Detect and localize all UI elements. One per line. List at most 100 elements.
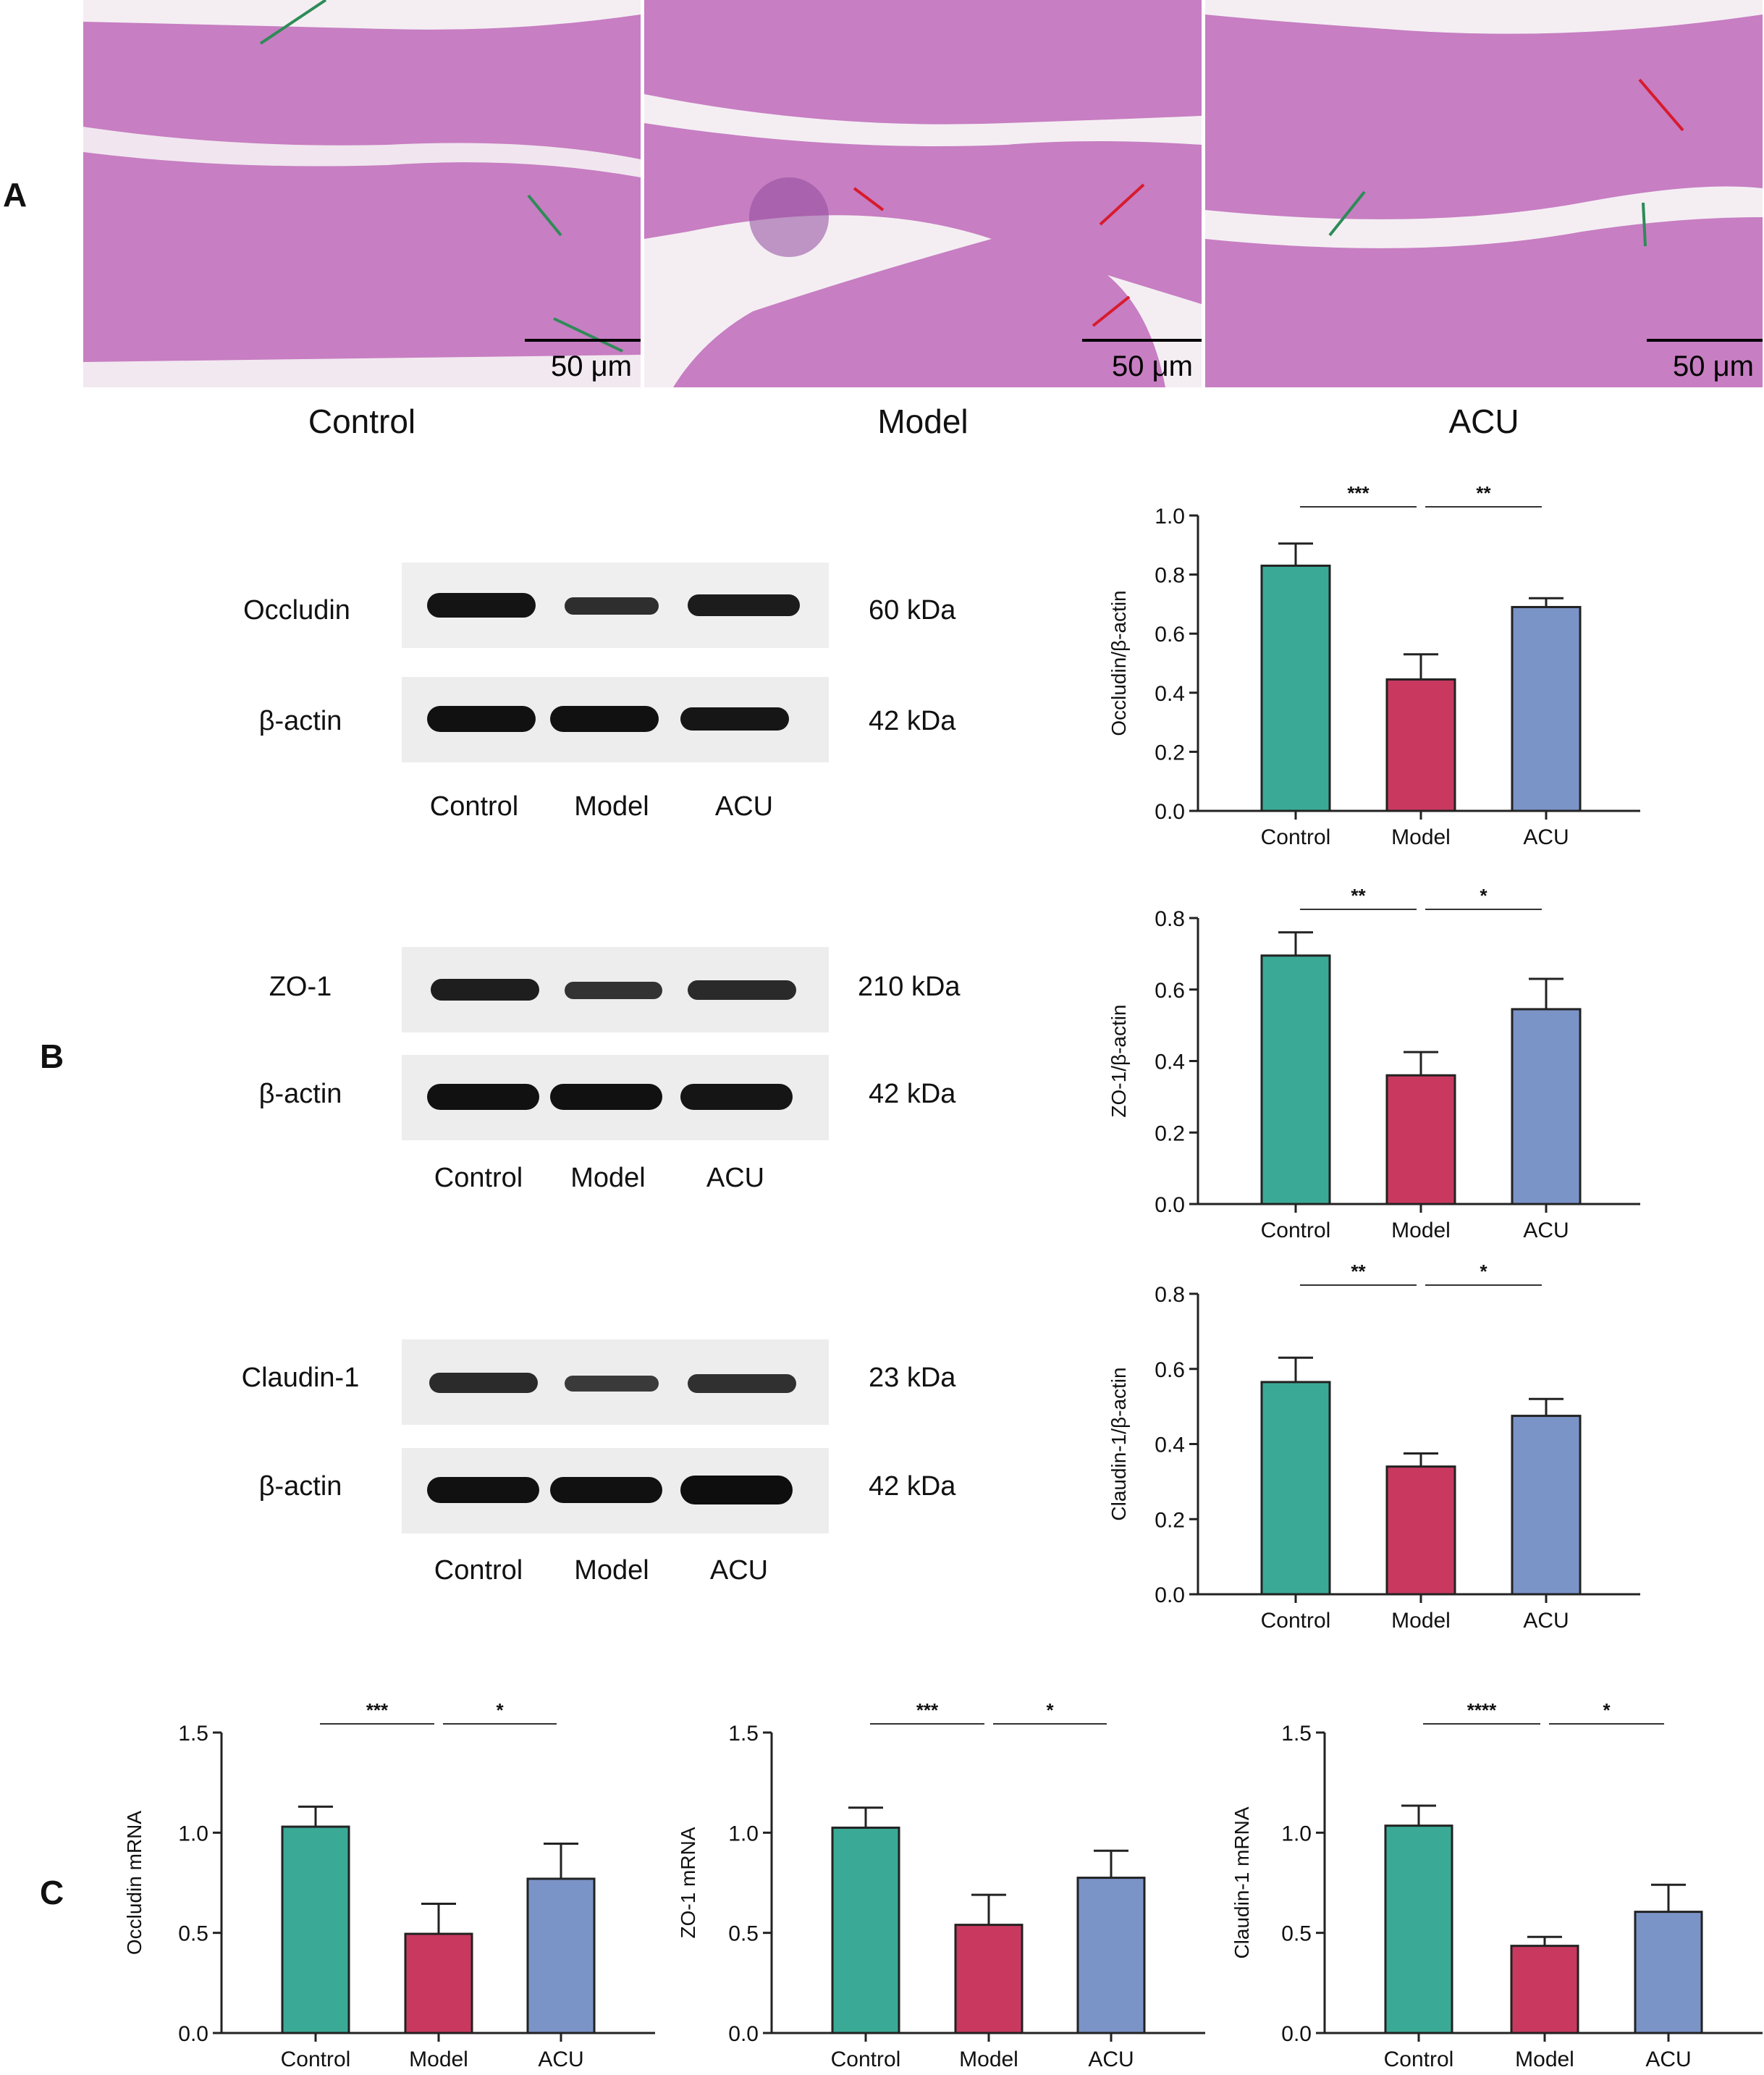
x-tick-label: Control	[281, 2047, 351, 2071]
bar-chart: 0.0 0.5 1.0 1.5 Occludin mRNA Control Model ACU…	[123, 1699, 655, 2071]
significance-label: *	[1480, 1260, 1487, 1282]
histology-tissue-model	[644, 0, 1202, 387]
bar	[831, 1826, 900, 2034]
significance-label: *	[1046, 1699, 1054, 1721]
x-tick-label: ACU	[1645, 2047, 1691, 2071]
blot-band	[680, 1084, 793, 1110]
y-tick-label: 0.0	[1281, 2022, 1312, 2046]
bar	[1260, 564, 1331, 812]
bar	[1260, 954, 1331, 1205]
blot-band	[431, 979, 539, 1001]
bar	[1385, 1074, 1456, 1205]
y-tick-label: 0.5	[1281, 1922, 1312, 1946]
y-tick-label: 0.6	[1155, 623, 1185, 647]
y-tick-label: 1.5	[178, 1722, 208, 1746]
blot-strip-protein	[402, 563, 829, 648]
significance-label: *	[1603, 1699, 1611, 1721]
bar	[1511, 605, 1582, 812]
x-tick-label: ACU	[1523, 825, 1569, 849]
blot-loading-kda: 42 kDa	[869, 1079, 956, 1109]
histology-tissue-control	[83, 0, 641, 387]
x-tick-label: ACU	[1088, 2047, 1134, 2071]
blot-band	[429, 1373, 538, 1393]
histology-label-control: Control	[308, 403, 416, 440]
y-tick-label: 0.2	[1155, 1121, 1185, 1145]
significance-label: ***	[1347, 482, 1370, 504]
blot-protein-kda: 210 kDa	[858, 972, 961, 1002]
significance-label: **	[1351, 885, 1366, 906]
histology-label-model: Model	[877, 403, 968, 440]
blot-band	[427, 706, 536, 732]
lane-label: Control	[434, 1163, 523, 1193]
y-tick-label: 0.4	[1155, 1434, 1185, 1457]
blot-band	[688, 1374, 796, 1393]
blot-strip-loading	[402, 677, 829, 762]
histology-image-model: 50 μm	[644, 0, 1202, 387]
blot-band	[565, 1376, 659, 1392]
x-tick-label: ACU	[1523, 1219, 1569, 1242]
y-tick-label: 0.8	[1155, 1283, 1185, 1307]
blot-band	[680, 707, 789, 731]
blot-band	[565, 982, 662, 999]
bar-chart: 0.0 0.2 0.4 0.6 0.8 Claudin-1/β-actin Control M…	[1107, 1260, 1640, 1633]
y-axis-label: Claudin-1 mRNA	[1231, 1806, 1253, 1958]
blot-band	[680, 1476, 793, 1504]
y-axis-label: Occludin/β-actin	[1107, 590, 1130, 736]
blot-protein-kda: 60 kDa	[869, 595, 956, 626]
bar	[1511, 1415, 1582, 1596]
x-tick-label: Control	[1384, 2047, 1454, 2071]
blot-band	[550, 1084, 662, 1110]
scale-bar-label: 50 μm	[1673, 350, 1754, 382]
y-tick-label: 0.5	[728, 1922, 759, 1946]
y-tick-label: 0.5	[178, 1922, 208, 1946]
y-tick-label: 0.0	[178, 2022, 208, 2046]
x-tick-label: Model	[1391, 1609, 1451, 1633]
x-tick-label: Control	[831, 2047, 901, 2071]
y-tick-label: 1.0	[178, 1822, 208, 1845]
significance-label: **	[1476, 482, 1491, 504]
y-tick-label: 0.0	[728, 2022, 759, 2046]
x-tick-label: Model	[1515, 2047, 1574, 2071]
x-tick-label: Control	[1261, 1219, 1331, 1242]
blot-loading-kda: 42 kDa	[869, 1471, 956, 1502]
lane-label: Model	[570, 1163, 646, 1193]
y-tick-label: 0.2	[1155, 741, 1185, 765]
lane-label: Model	[574, 1555, 649, 1586]
significance-label: ***	[366, 1699, 389, 1721]
bar-chart: 0.0 0.2 0.4 0.6 0.8 ZO-1/β-actin Control Model A…	[1107, 885, 1640, 1242]
blot-loading-label: β-actin	[258, 706, 342, 736]
blot-band	[427, 1084, 539, 1110]
x-tick-label: Model	[409, 2047, 468, 2071]
y-axis-label: ZO-1/β-actin	[1107, 1004, 1130, 1117]
bar-chart: 0.0 0.5 1.0 1.5 Claudin-1 mRNA Control Model AC…	[1231, 1699, 1763, 2071]
significance-label: *	[496, 1699, 504, 1721]
y-tick-label: 1.0	[728, 1822, 759, 1845]
histology-tissue-acu	[1205, 0, 1763, 387]
significance-label: ****	[1467, 1699, 1497, 1721]
lane-label: Model	[574, 791, 649, 822]
blot-loading-label: β-actin	[258, 1079, 342, 1109]
y-tick-label: 1.5	[728, 1722, 759, 1746]
y-tick-label: 1.5	[1281, 1722, 1312, 1746]
bar	[1076, 1877, 1146, 2034]
lane-label: ACU	[714, 791, 774, 822]
blot-band	[427, 593, 536, 618]
x-tick-label: Control	[1261, 825, 1331, 849]
histology-label-acu: ACU	[1448, 403, 1519, 440]
lane-label: ACU	[706, 1163, 765, 1193]
x-tick-label: Control	[1261, 1609, 1331, 1633]
blot-loading-kda: 42 kDa	[869, 706, 956, 736]
blot-band	[688, 594, 800, 616]
bar	[1634, 1911, 1703, 2034]
blot-band	[550, 706, 659, 732]
bar	[281, 1825, 350, 2034]
y-axis-label: ZO-1 mRNA	[677, 1827, 699, 1938]
blot-protein-label: Occludin	[243, 595, 350, 626]
scale-bar-label: 50 μm	[551, 350, 632, 382]
panel-label-a: A	[3, 176, 28, 214]
y-axis-label: Claudin-1/β-actin	[1107, 1367, 1130, 1520]
blot-protein-kda: 23 kDa	[869, 1363, 956, 1393]
blot-band	[565, 597, 659, 615]
